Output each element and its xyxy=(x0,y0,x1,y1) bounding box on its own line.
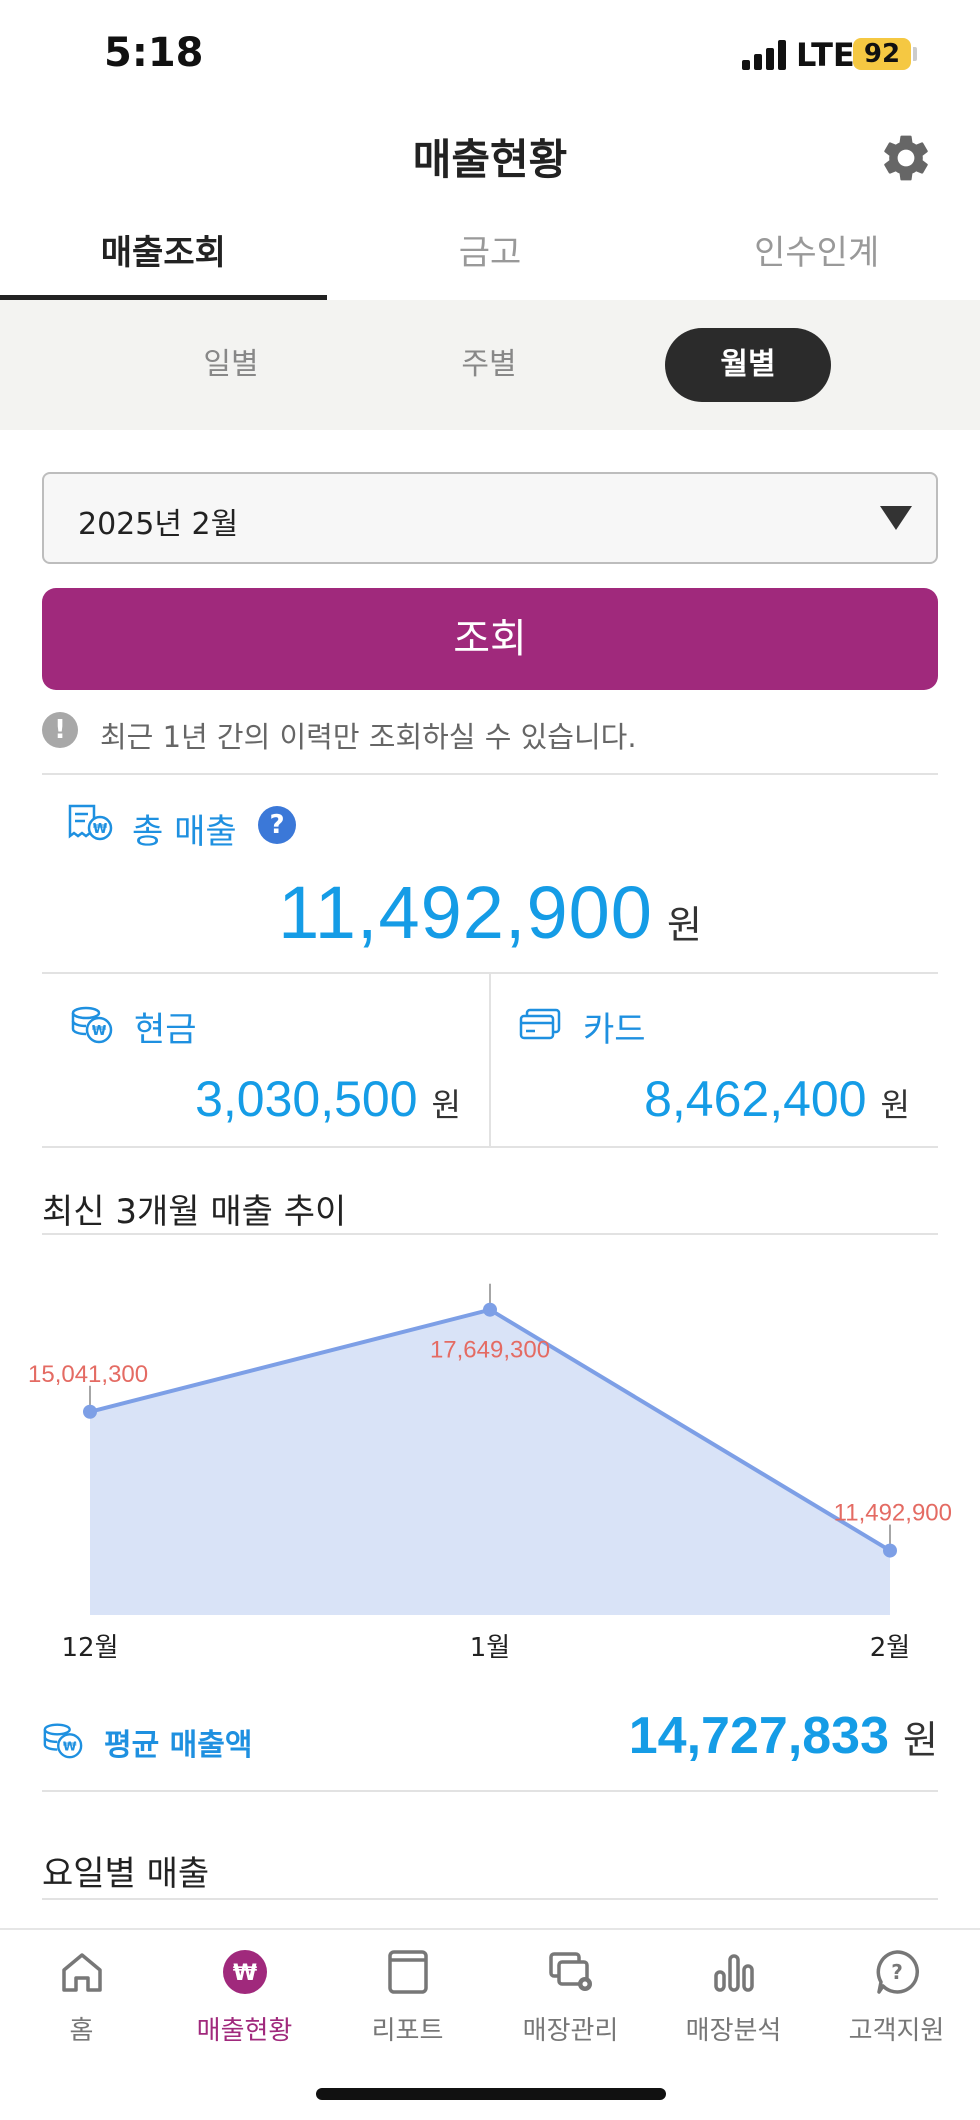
card-cell: 카드 8,462,400 원 xyxy=(491,974,938,1146)
card-label: 카드 xyxy=(583,1010,646,1050)
battery-tip xyxy=(913,47,917,61)
card-value: 8,462,400 원 xyxy=(644,1070,910,1128)
cash-value: 3,030,500 원 xyxy=(195,1070,461,1128)
total-sales-unit: 원 xyxy=(666,903,702,947)
data-label: 15,041,300 xyxy=(28,1361,148,1388)
month-select[interactable]: 2025년 2월 xyxy=(42,472,938,564)
divider xyxy=(42,773,938,775)
cash-label: 현금 xyxy=(134,1010,197,1050)
svg-text:₩: ₩ xyxy=(92,1024,107,1039)
nav-home-label: 홈 xyxy=(69,2016,94,2046)
signal-icon xyxy=(742,40,788,70)
nav-report[interactable]: 리포트 xyxy=(326,1948,489,2068)
won-icon: ₩ xyxy=(223,1950,267,1994)
data-label: 11,492,900 xyxy=(834,1500,952,1527)
chart-area xyxy=(90,1309,890,1615)
trend-chart: 15,041,300 12월 17,649,300 1월 11,492,900 2월 xyxy=(28,1283,952,1663)
question-icon[interactable]: ? xyxy=(258,806,296,844)
nav-customer-support-label: 고객지원 xyxy=(848,2016,945,2046)
divider xyxy=(42,1898,938,1900)
average-sales: ₩ 평균 매출액 14,727,833 원 xyxy=(42,1700,938,1780)
average-sales-label: 평균 매출액 xyxy=(104,1728,253,1763)
status-bar: 5:18 LTE 92 xyxy=(0,0,980,110)
tab-handover[interactable]: 인수인계 xyxy=(754,233,880,273)
search-button[interactable]: 조회 xyxy=(42,588,938,690)
average-sales-amount: 14,727,833 xyxy=(628,1707,890,1765)
x-tick-label: 1월 xyxy=(470,1633,510,1663)
nav-sales-status[interactable]: ₩ 매출현황 xyxy=(163,1948,326,2068)
bar-chart-icon xyxy=(714,1954,754,1992)
divider xyxy=(42,1790,938,1792)
payment-breakdown: ₩ 현금 3,030,500 원 카드 8,462,400 원 xyxy=(42,972,938,1148)
split-divider xyxy=(489,974,491,1146)
exclamation-icon: ! xyxy=(42,712,78,748)
total-sales-value: 11,492,900 원 xyxy=(0,870,980,955)
main-tabs: 매출조회 금고 인수인계 xyxy=(0,210,980,300)
average-sales-unit: 원 xyxy=(903,1718,938,1762)
period-selector: 일별 주별 월별 xyxy=(0,300,980,430)
nav-store-manage-label: 매장관리 xyxy=(522,2016,619,2046)
coins-icon: ₩ xyxy=(43,1723,83,1759)
svg-text:₩: ₩ xyxy=(93,822,108,837)
cash-amount: 3,030,500 xyxy=(195,1071,418,1127)
period-monthly[interactable]: 월별 xyxy=(665,328,831,402)
total-sales-amount: 11,492,900 xyxy=(278,871,653,954)
average-sales-value: 14,727,833 원 xyxy=(629,1706,938,1766)
nav-store-manage[interactable]: 매장관리 xyxy=(489,1948,652,2068)
svg-text:₩: ₩ xyxy=(63,1739,77,1754)
card-unit: 원 xyxy=(880,1086,910,1124)
credit-card-icon xyxy=(519,1008,561,1040)
period-daily[interactable]: 일별 xyxy=(203,347,259,382)
card-amount: 8,462,400 xyxy=(644,1071,867,1127)
report-icon xyxy=(388,1950,428,1994)
network-type: LTE xyxy=(796,36,855,74)
nav-report-label: 리포트 xyxy=(371,2016,444,2046)
nav-sales-status-label: 매출현황 xyxy=(196,2016,293,2046)
store-manage-icon xyxy=(549,1952,592,1991)
caret-down-icon xyxy=(880,506,912,530)
svg-text:₩: ₩ xyxy=(233,1961,257,1986)
tab-safe[interactable]: 금고 xyxy=(458,233,522,273)
cash-cell: ₩ 현금 3,030,500 원 xyxy=(42,974,489,1146)
divider xyxy=(42,1233,938,1235)
weekday-sales-title: 요일별 매출 xyxy=(42,1854,210,1894)
coins-icon: ₩ xyxy=(71,1006,113,1044)
nav-home[interactable]: 홈 xyxy=(0,1948,163,2068)
page-title: 매출현황 xyxy=(412,135,568,184)
month-select-value: 2025년 2월 xyxy=(78,507,239,542)
receipt-icon: ₩ xyxy=(68,804,113,841)
gear-icon[interactable] xyxy=(878,130,934,186)
help-circle-icon: ? xyxy=(876,1950,920,1994)
x-tick-label: 12월 xyxy=(61,1633,118,1663)
tab-sales-inquiry[interactable]: 매출조회 xyxy=(0,210,327,300)
notice-text: 최근 1년 간의 이력만 조회하실 수 있습니다. xyxy=(100,720,637,754)
status-time: 5:18 xyxy=(104,30,204,76)
nav-store-analysis-label: 매장분석 xyxy=(685,2016,782,2046)
svg-text:?: ? xyxy=(891,1960,903,1984)
data-point[interactable] xyxy=(883,1543,897,1558)
total-sales-label: 총 매출 xyxy=(132,812,237,852)
cash-unit: 원 xyxy=(431,1086,461,1124)
nav-store-analysis[interactable]: 매장분석 xyxy=(652,1948,815,2068)
battery-icon: 92 xyxy=(853,38,911,70)
trend-title: 최신 3개월 매출 추이 xyxy=(42,1192,347,1232)
nav-customer-support[interactable]: ? 고객지원 xyxy=(815,1948,978,2068)
data-label: 17,649,300 xyxy=(430,1337,550,1364)
home-indicator xyxy=(316,2088,666,2100)
x-tick-label: 2월 xyxy=(870,1633,910,1663)
period-weekly[interactable]: 주별 xyxy=(461,347,517,382)
data-point[interactable] xyxy=(483,1302,497,1317)
home-icon xyxy=(62,1953,102,1992)
bottom-nav: 홈 ₩ 매출현황 리포트 매장관리 매장분석 xyxy=(0,1928,980,2120)
data-point[interactable] xyxy=(83,1404,97,1419)
